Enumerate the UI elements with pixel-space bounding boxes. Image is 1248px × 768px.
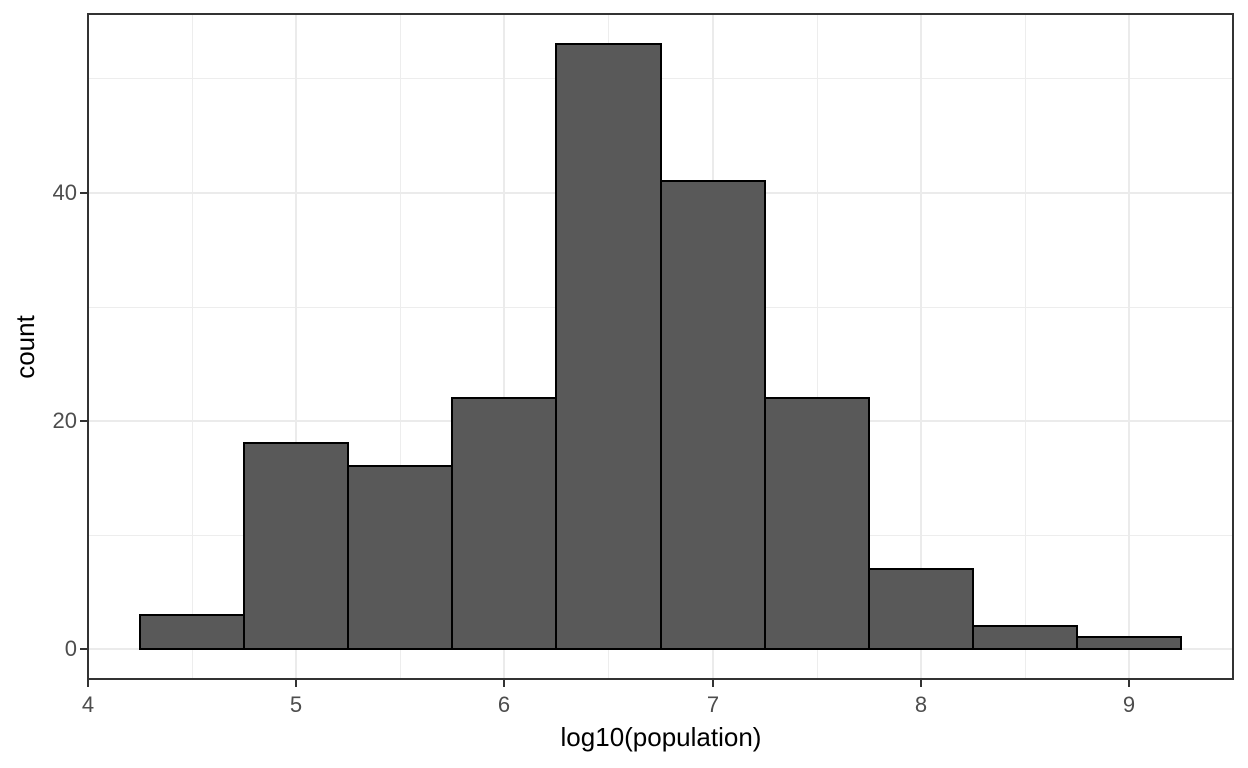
x-tick-label: 8: [914, 692, 928, 717]
y-axis-title: count: [10, 315, 40, 379]
x-tick-label: 7: [706, 692, 720, 717]
x-tick-mark: [920, 680, 922, 687]
x-tick-mark: [295, 680, 297, 687]
histogram-bar: [660, 180, 766, 650]
histogram-bar: [764, 397, 870, 650]
histogram-bar: [868, 568, 974, 650]
x-tick-mark: [87, 680, 89, 687]
gridline-major-vertical: [920, 14, 922, 679]
histogram-bar: [243, 442, 349, 650]
x-tick-label: 5: [289, 692, 303, 717]
x-tick-label: 6: [497, 692, 511, 717]
gridline-major-vertical: [1128, 14, 1130, 679]
x-tick-mark: [712, 680, 714, 687]
gridline-minor-vertical: [191, 14, 193, 679]
gridline-minor-vertical: [816, 14, 818, 679]
histogram-bar: [555, 43, 662, 650]
x-tick-label: 4: [81, 692, 95, 717]
x-tick-label: 9: [1122, 692, 1136, 717]
gridline-major-vertical: [503, 14, 505, 679]
y-tick-mark: [80, 420, 88, 422]
histogram-bar: [347, 465, 453, 650]
gridline-minor-vertical: [399, 14, 401, 679]
x-tick-mark: [503, 680, 505, 687]
histogram-bar: [139, 614, 245, 650]
x-axis-title: log10(population): [560, 722, 762, 752]
histogram-bar: [972, 625, 1078, 650]
y-tick-mark: [80, 192, 88, 194]
x-tick-mark: [1128, 680, 1130, 687]
gridline-minor-vertical: [1232, 14, 1234, 679]
histogram-bar: [1076, 636, 1182, 650]
y-tick-label: 20: [52, 408, 77, 433]
gridline-major-vertical: [295, 14, 297, 679]
y-tick-label: 40: [52, 180, 77, 205]
gridline-major-vertical: [87, 14, 89, 679]
histogram-bar: [451, 397, 557, 650]
y-tick-label: 0: [64, 636, 77, 661]
y-tick-mark: [80, 648, 88, 650]
gridline-minor-vertical: [1024, 14, 1026, 679]
